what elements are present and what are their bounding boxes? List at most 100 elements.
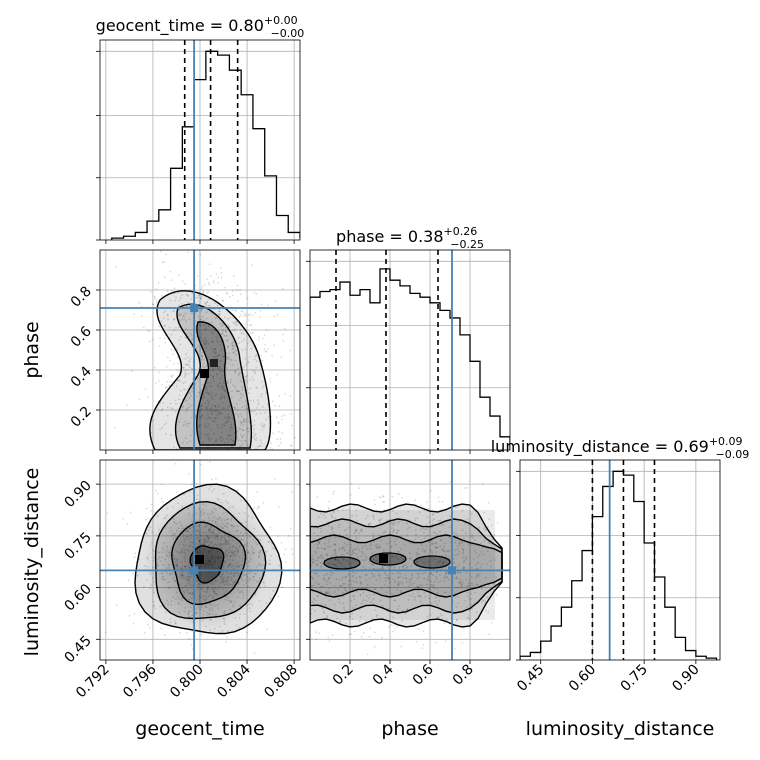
scatter-geocent-time-vs-phase-point	[207, 413, 209, 416]
scatter-geocent-time-vs-phase-point	[195, 296, 198, 299]
scatter-phase-vs-luminosity-distance-point	[397, 582, 400, 585]
scatter-phase-vs-luminosity-distance-point	[446, 570, 448, 573]
scatter-phase-vs-luminosity-distance-point	[314, 572, 316, 574]
scatter-geocent-time-vs-phase-point	[165, 253, 167, 256]
scatter-phase-vs-luminosity-distance-point	[316, 564, 319, 566]
scatter-phase-vs-luminosity-distance-point	[486, 550, 489, 553]
scatter-geocent-time-vs-luminosity-distance-point	[200, 464, 202, 466]
scatter-geocent-time-vs-phase-point	[186, 251, 189, 254]
scatter-geocent-time-vs-phase-point	[221, 440, 223, 443]
scatter-phase-vs-luminosity-distance-point	[454, 539, 457, 542]
scatter-phase-vs-luminosity-distance-point	[338, 578, 341, 581]
scatter-geocent-time-vs-phase-point	[203, 339, 206, 341]
scatter-geocent-time-vs-phase-point	[203, 341, 206, 344]
scatter-phase-vs-luminosity-distance-point	[327, 578, 330, 581]
scatter-geocent-time-vs-phase-point	[226, 434, 229, 437]
scatter-geocent-time-vs-phase-point	[214, 348, 217, 350]
scatter-phase-vs-luminosity-distance-point	[365, 595, 368, 597]
scatter-phase-vs-luminosity-distance-point	[374, 544, 377, 547]
scatter-phase-vs-luminosity-distance-point	[485, 576, 487, 579]
scatter-geocent-time-vs-phase-point	[114, 265, 117, 268]
scatter-geocent-time-vs-phase-point	[184, 389, 187, 391]
scatter-phase-vs-luminosity-distance-point	[408, 526, 411, 529]
scatter-phase-vs-luminosity-distance-point	[466, 606, 468, 608]
scatter-geocent-time-vs-phase-point	[160, 409, 163, 412]
scatter-geocent-time-vs-phase-point	[206, 391, 208, 394]
scatter-geocent-time-vs-phase-point	[214, 348, 217, 351]
scatter-phase-vs-luminosity-distance-point	[317, 583, 319, 585]
scatter-phase-vs-luminosity-distance-point	[327, 591, 329, 593]
scatter-geocent-time-vs-phase-point	[200, 324, 203, 327]
scatter-phase-vs-luminosity-distance-point	[473, 549, 476, 552]
scatter-phase-vs-luminosity-distance-point	[437, 581, 440, 584]
scatter-geocent-time-vs-luminosity-distance-point	[133, 613, 136, 615]
scatter-geocent-time-vs-phase-point	[166, 313, 169, 316]
scatter-geocent-time-vs-phase-point	[176, 348, 179, 351]
scatter-geocent-time-vs-phase-point	[196, 274, 199, 277]
scatter-phase-vs-luminosity-distance-point	[327, 580, 329, 583]
scatter-geocent-time-vs-phase-point	[216, 294, 219, 297]
scatter-geocent-time-vs-luminosity-distance-ytick-label-0: 0.45	[61, 633, 94, 666]
scatter-geocent-time-vs-phase-point	[133, 313, 136, 316]
scatter-geocent-time-vs-phase-point	[231, 364, 234, 366]
scatter-geocent-time-vs-phase-point	[185, 353, 188, 356]
scatter-geocent-time-vs-phase-point	[227, 420, 230, 423]
scatter-phase-vs-luminosity-distance-point	[419, 528, 422, 531]
scatter-geocent-time-vs-phase-point	[270, 453, 272, 455]
scatter-geocent-time-vs-phase-point	[225, 293, 228, 295]
scatter-phase-vs-luminosity-distance-point	[445, 571, 448, 574]
scatter-phase-vs-luminosity-distance-point	[349, 615, 351, 618]
scatter-geocent-time-vs-phase-point	[257, 339, 260, 342]
scatter-geocent-time-vs-phase-point	[126, 404, 128, 407]
scatter-geocent-time-vs-phase-point	[188, 397, 191, 399]
scatter-geocent-time-vs-phase-point	[239, 329, 242, 331]
scatter-phase-vs-luminosity-distance-point	[470, 513, 473, 515]
scatter-geocent-time-vs-phase-point	[205, 407, 208, 410]
scatter-geocent-time-vs-luminosity-distance-point	[187, 472, 190, 475]
scatter-geocent-time-vs-phase-point	[247, 456, 249, 458]
scatter-phase-vs-luminosity-distance-point	[412, 592, 415, 595]
scatter-phase-vs-luminosity-distance-point	[310, 575, 313, 578]
scatter-phase-vs-luminosity-distance-point	[476, 583, 479, 586]
scatter-phase-vs-luminosity-distance-point	[415, 533, 417, 536]
scatter-phase-vs-luminosity-distance-point	[483, 527, 485, 530]
scatter-geocent-time-vs-phase-point	[227, 362, 230, 365]
scatter-phase-vs-luminosity-distance-point	[486, 596, 489, 598]
scatter-phase-vs-luminosity-distance-point	[336, 617, 339, 620]
scatter-phase-vs-luminosity-distance-point	[432, 574, 434, 576]
scatter-phase-vs-luminosity-distance-point	[453, 561, 455, 564]
scatter-geocent-time-vs-phase-point	[213, 417, 216, 420]
scatter-geocent-time-vs-luminosity-distance-point	[190, 644, 193, 646]
scatter-phase-vs-luminosity-distance-point	[488, 633, 491, 636]
scatter-phase-vs-luminosity-distance-point	[416, 586, 419, 589]
scatter-geocent-time-vs-phase-point	[178, 421, 181, 423]
scatter-phase-vs-luminosity-distance-point	[428, 520, 431, 523]
scatter-geocent-time-vs-phase-point	[184, 381, 187, 384]
scatter-geocent-time-vs-phase-point	[221, 387, 224, 389]
scatter-geocent-time-vs-luminosity-distance-point	[238, 626, 241, 629]
scatter-phase-vs-luminosity-distance-point	[465, 585, 468, 587]
scatter-phase-vs-luminosity-distance-point	[478, 554, 481, 556]
scatter-geocent-time-vs-phase-point	[224, 416, 226, 419]
scatter-geocent-time-vs-phase-point	[239, 413, 242, 415]
scatter-geocent-time-vs-phase-point	[217, 367, 220, 370]
scatter-phase-vs-luminosity-distance-point	[372, 598, 375, 600]
scatter-geocent-time-vs-phase-point	[184, 312, 187, 315]
scatter-phase-vs-luminosity-distance-point	[389, 531, 392, 533]
scatter-geocent-time-vs-phase-point	[206, 388, 209, 391]
scatter-geocent-time-vs-phase-point	[167, 318, 170, 321]
scatter-geocent-time-vs-phase-point	[204, 302, 206, 305]
scatter-phase-vs-luminosity-distance-point	[390, 527, 393, 530]
scatter-geocent-time-vs-phase-point	[202, 358, 205, 361]
scatter-phase-vs-luminosity-distance-point	[364, 544, 367, 547]
scatter-geocent-time-vs-phase-point	[164, 310, 167, 312]
scatter-geocent-time-vs-phase-point	[200, 318, 203, 321]
scatter-phase-vs-luminosity-distance-point	[358, 609, 361, 611]
scatter-phase-vs-luminosity-distance-point	[410, 574, 413, 577]
scatter-geocent-time-vs-phase-point	[234, 369, 237, 372]
scatter-phase-vs-luminosity-distance-point	[454, 506, 457, 509]
scatter-geocent-time-vs-phase-point	[255, 413, 258, 416]
scatter-geocent-time-vs-phase-point	[226, 339, 229, 341]
scatter-geocent-time-vs-luminosity-distance-point	[132, 572, 135, 575]
scatter-phase-vs-luminosity-distance-peak-cell	[379, 554, 388, 563]
